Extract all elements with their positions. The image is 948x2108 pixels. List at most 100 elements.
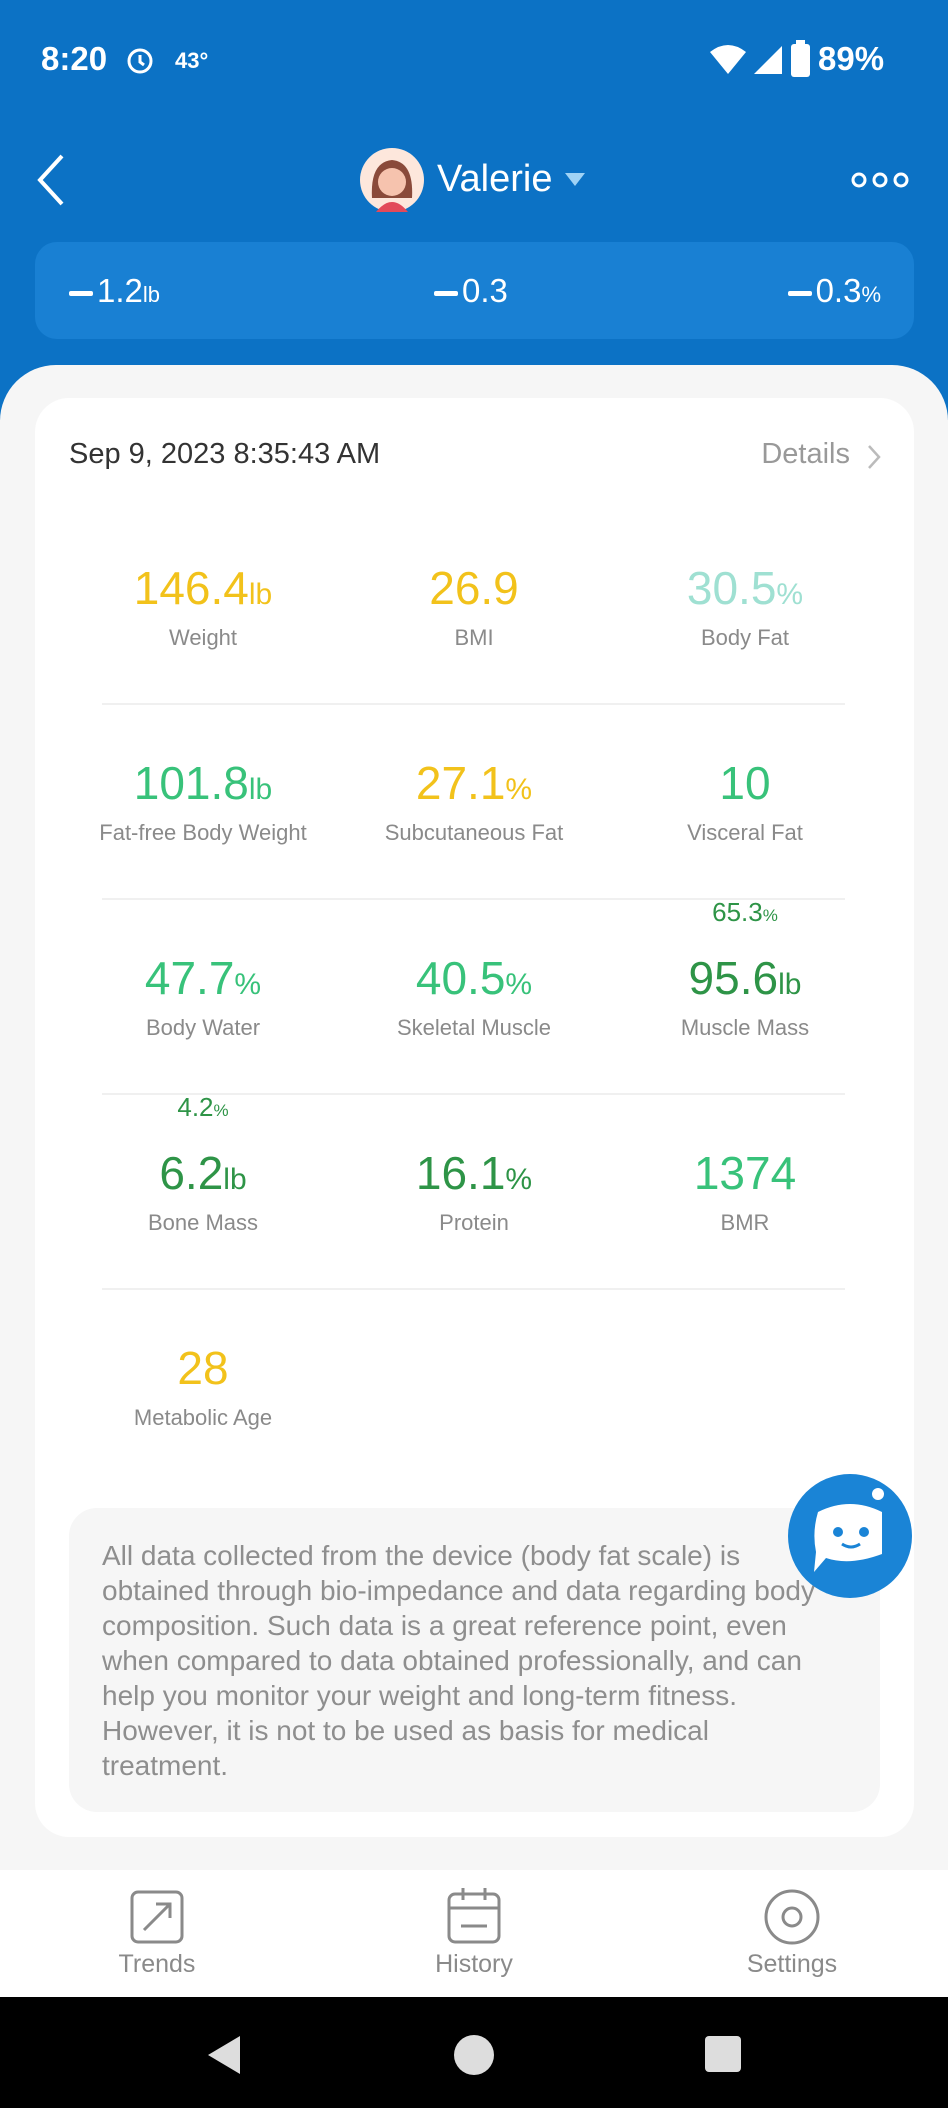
metric-number: 16.1 bbox=[415, 1147, 506, 1199]
metric: 26.9 BMI bbox=[324, 561, 624, 651]
metric: 10 Visceral Fat bbox=[595, 756, 895, 846]
metric-unit: % bbox=[776, 578, 804, 611]
back-button[interactable] bbox=[34, 152, 70, 208]
metric: 6.2lb Bone Mass bbox=[53, 1146, 353, 1236]
metric: 1374 BMR bbox=[595, 1146, 895, 1236]
metric-unit: lb bbox=[778, 968, 802, 1001]
trends-icon[interactable] bbox=[130, 1890, 184, 1944]
metric-unit: lb bbox=[248, 773, 273, 806]
divider bbox=[102, 1288, 845, 1290]
details-link[interactable]: Details bbox=[761, 438, 850, 470]
summary-item: 0.3% bbox=[787, 272, 881, 310]
metric-number: 146.4 bbox=[133, 562, 249, 614]
metric-label: Fat-free Body Weight bbox=[99, 820, 307, 845]
profile-name[interactable]: Valerie bbox=[437, 158, 553, 200]
metric-value: 1374 bbox=[595, 1146, 895, 1200]
metric-unit: % bbox=[505, 773, 533, 806]
metric-label: Metabolic Age bbox=[133, 1405, 273, 1430]
record-date: Sep 9, 2023 8:35:43 AM bbox=[69, 438, 381, 470]
metric-value: 95.6lb bbox=[595, 951, 895, 1005]
summary-value: 0.3 bbox=[815, 272, 862, 309]
summary-unit: % bbox=[861, 282, 881, 307]
metric-number: 95.6 bbox=[688, 952, 779, 1004]
metric-value: 10 bbox=[595, 756, 895, 810]
metric-label: BMR bbox=[720, 1210, 770, 1235]
metric-unit: lb bbox=[248, 578, 273, 611]
metric-unit: % bbox=[505, 968, 533, 1001]
metric-number: 1374 bbox=[693, 1147, 797, 1199]
metric-sub-value: 65.3 bbox=[712, 897, 763, 927]
header-background bbox=[0, 0, 948, 420]
metric-number: 30.5 bbox=[686, 562, 777, 614]
metric: 27.1% Subcutaneous Fat bbox=[324, 756, 624, 846]
disclaimer: All data collected from the device (body… bbox=[102, 1540, 815, 1781]
metric: 47.7% Body Water bbox=[53, 951, 353, 1041]
metric-sub: 65.3% bbox=[595, 897, 895, 928]
summary-unit: lb bbox=[142, 282, 160, 307]
metric-number: 47.7 bbox=[144, 952, 235, 1004]
metric-sub-unit: % bbox=[213, 1101, 229, 1120]
history-icon[interactable] bbox=[447, 1886, 501, 1944]
nav-label[interactable]: Trends bbox=[118, 1950, 196, 1978]
signal-icons bbox=[710, 45, 782, 74]
nav-label[interactable]: History bbox=[435, 1950, 513, 1978]
chatbot-button[interactable] bbox=[786, 1472, 914, 1600]
metric: 101.8lb Fat-free Body Weight bbox=[53, 756, 353, 846]
settings-icon[interactable] bbox=[763, 1888, 821, 1946]
decrease-indicator bbox=[434, 290, 458, 296]
status-battery: 89% bbox=[818, 40, 885, 77]
metric-value: 30.5% bbox=[595, 561, 895, 615]
metric-value: 6.2lb bbox=[53, 1146, 353, 1200]
metric-value: 28 bbox=[53, 1341, 353, 1395]
metric-unit: lb bbox=[223, 1163, 247, 1196]
status-time: 8:20 bbox=[41, 40, 108, 77]
metric-number: 26.9 bbox=[429, 562, 519, 614]
metric-unit: % bbox=[505, 1163, 533, 1196]
metric-number: 27.1 bbox=[415, 757, 506, 809]
metric-value: 101.8lb bbox=[53, 756, 353, 810]
metric-label: Bone Mass bbox=[147, 1210, 259, 1235]
metric-label: Protein bbox=[439, 1210, 509, 1235]
metric: 146.4lb Weight bbox=[53, 561, 353, 651]
details-chevron[interactable] bbox=[866, 444, 882, 470]
avatar[interactable] bbox=[360, 148, 424, 212]
system-buttons[interactable] bbox=[200, 2030, 748, 2080]
metric-value: 16.1% bbox=[324, 1146, 624, 1200]
metric-sub-value: 4.2 bbox=[177, 1092, 214, 1122]
metric-label: Muscle Mass bbox=[680, 1015, 810, 1040]
summary-value: 0.3 bbox=[462, 272, 508, 309]
profile-dropdown[interactable] bbox=[564, 172, 586, 188]
divider bbox=[102, 1093, 845, 1095]
metric-unit: % bbox=[234, 968, 262, 1001]
battery-icon bbox=[791, 40, 810, 77]
decrease-indicator bbox=[787, 290, 812, 296]
metric-number: 10 bbox=[719, 757, 771, 809]
metric-label: Skeletal Muscle bbox=[396, 1015, 552, 1040]
status-temperature: 43° bbox=[175, 48, 209, 73]
summary-bar bbox=[35, 242, 914, 339]
alarm-icon bbox=[127, 48, 153, 74]
nav-label[interactable]: Settings bbox=[746, 1950, 838, 1978]
metric: 16.1% Protein bbox=[324, 1146, 624, 1236]
disclaimer-box bbox=[69, 1508, 880, 1812]
metric: 40.5% Skeletal Muscle bbox=[324, 951, 624, 1041]
metric: 30.5% Body Fat bbox=[595, 561, 895, 651]
summary-item: 1.2lb bbox=[69, 272, 160, 310]
summary-value: 1.2 bbox=[97, 272, 143, 309]
metric-label: Visceral Fat bbox=[687, 820, 803, 845]
summary-item: 0.3 bbox=[434, 272, 508, 310]
metric-value: 26.9 bbox=[324, 561, 624, 615]
decrease-indicator bbox=[69, 290, 93, 296]
more-button[interactable] bbox=[850, 170, 910, 190]
metric-sub: 4.2% bbox=[53, 1092, 353, 1123]
metric-label: BMI bbox=[454, 625, 494, 650]
metric-number: 101.8 bbox=[133, 757, 249, 809]
metric-label: Body Fat bbox=[700, 625, 790, 650]
metric-number: 40.5 bbox=[415, 952, 506, 1004]
metric-label: Body Water bbox=[145, 1015, 261, 1040]
metric: 28 Metabolic Age bbox=[53, 1341, 353, 1431]
metric-value: 47.7% bbox=[53, 951, 353, 1005]
metric-value: 146.4lb bbox=[53, 561, 353, 615]
metric: 95.6lb Muscle Mass bbox=[595, 951, 895, 1041]
